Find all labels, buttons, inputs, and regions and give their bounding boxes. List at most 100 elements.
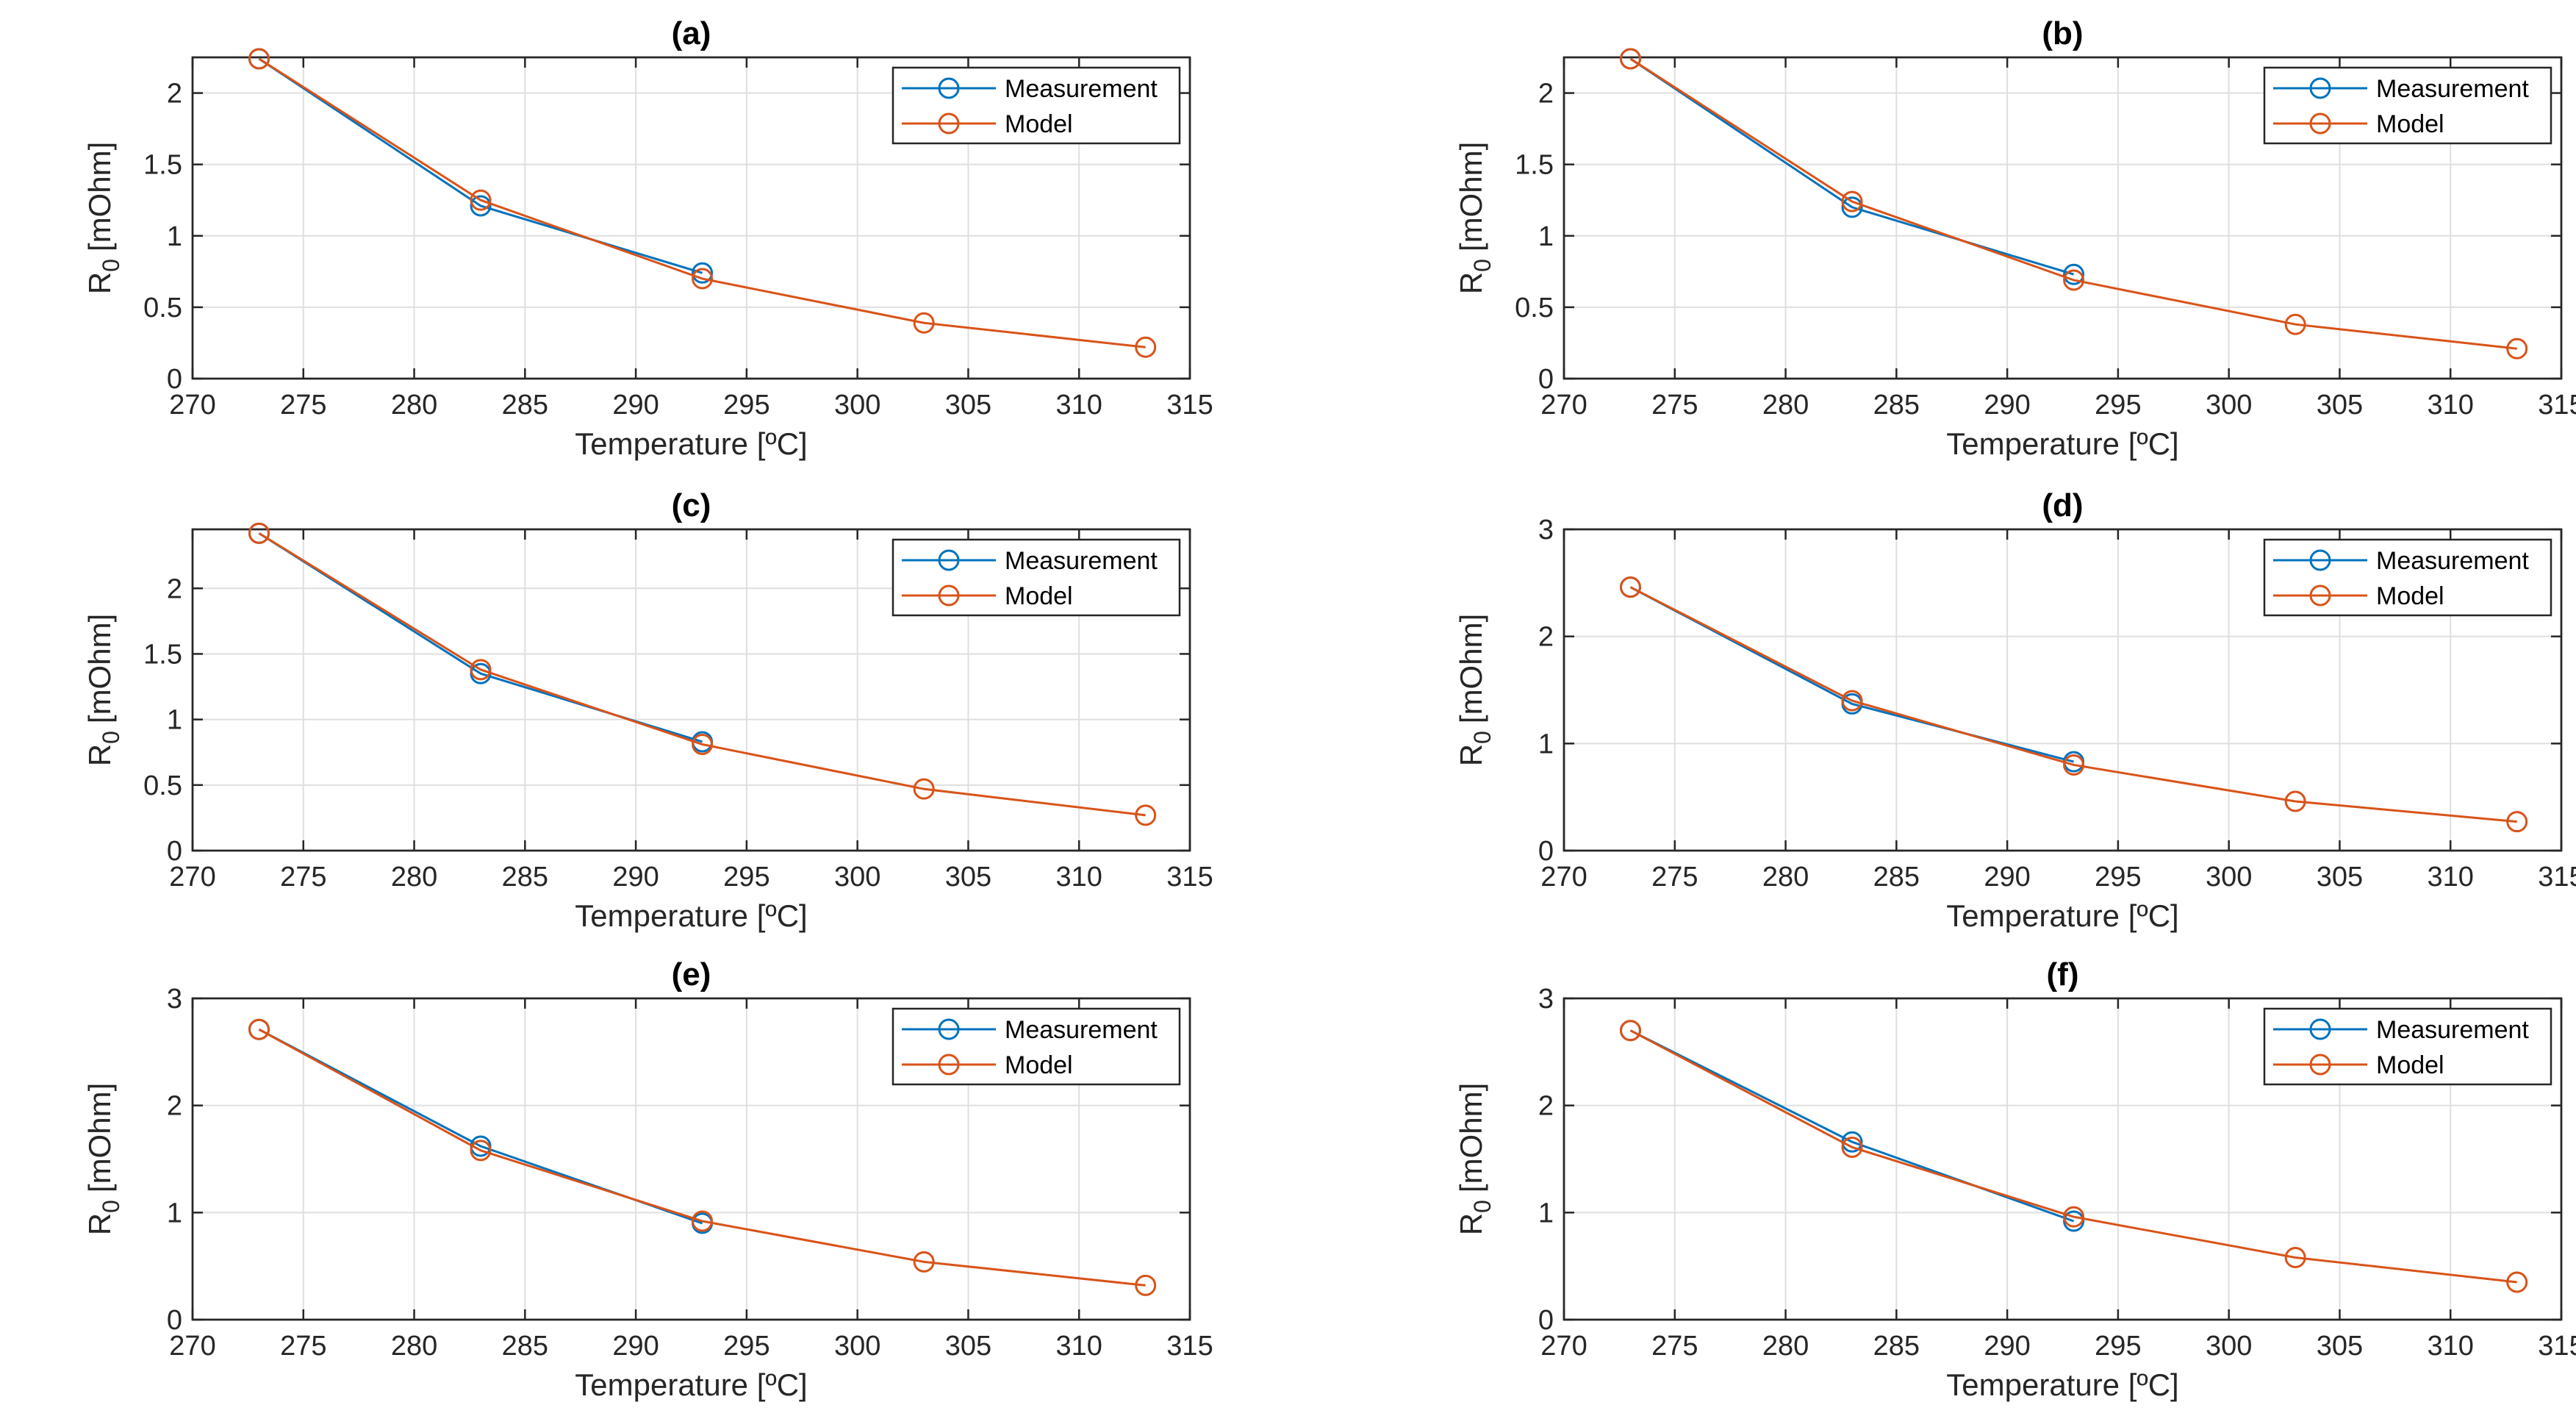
x-tick-label: 275 <box>1651 862 1698 893</box>
data-point <box>1619 48 1641 70</box>
x-tick-label: 310 <box>1056 390 1102 421</box>
legend-marker <box>938 1018 960 1040</box>
legend-label: Measurement <box>1005 75 1158 103</box>
x-tick-label: 305 <box>2317 862 2363 893</box>
y-axis-label-subscript: 0 <box>98 1200 124 1213</box>
x-tick-label: 275 <box>280 1331 326 1362</box>
x-tick-label: 315 <box>2538 390 2576 421</box>
legend: Measurement Model <box>2263 66 2552 145</box>
x-tick-label: 295 <box>723 862 769 893</box>
chart-title: (c) <box>672 487 711 523</box>
x-tick-label: 295 <box>723 390 769 421</box>
y-tick-label: 0 <box>167 364 182 395</box>
series-line <box>1629 586 2517 823</box>
y-tick-label: 0 <box>167 1305 182 1336</box>
series-model <box>248 522 1157 826</box>
y-tick-label: 1 <box>1538 729 1554 759</box>
y-axis-label: R0 [mOhm] <box>1454 614 1496 766</box>
x-tick-label: 300 <box>834 390 880 421</box>
y-tick-label: 1 <box>1538 221 1554 252</box>
legend-label: Measurement <box>1005 1016 1158 1044</box>
y-tick-label: 1 <box>167 221 182 252</box>
x-tick-label: 280 <box>1762 390 1809 421</box>
series-line <box>1629 1029 2517 1284</box>
chart-title: (e) <box>672 956 711 993</box>
legend-box <box>2263 538 2552 617</box>
x-tick-label: 285 <box>502 862 548 893</box>
x-tick-label: 315 <box>2538 862 2576 893</box>
y-tick-label: 1 <box>167 1198 182 1228</box>
x-tick-label: 290 <box>1984 390 2030 421</box>
data-point <box>2063 754 2085 776</box>
y-tick-label: 1.5 <box>143 639 182 670</box>
x-tick-label: 300 <box>2206 1331 2252 1362</box>
y-axis-label: R0 [mOhm] <box>82 614 124 766</box>
data-point <box>248 48 270 70</box>
data-point <box>913 1251 935 1273</box>
data-point <box>913 312 935 334</box>
y-tick-label: 0.5 <box>1515 293 1554 323</box>
legend-marker <box>2309 549 2331 571</box>
legend-box <box>2263 66 2552 145</box>
plot-border <box>1563 56 2563 380</box>
data-point <box>2284 1247 2306 1269</box>
x-tick-label: 315 <box>1166 862 1213 893</box>
y-axis-label: R0 [mOhm] <box>82 142 124 294</box>
plot-border <box>191 997 1191 1321</box>
x-tick-label: 300 <box>834 862 880 893</box>
legend-label: Model <box>2376 1051 2444 1079</box>
x-tick-label: 315 <box>1166 390 1213 421</box>
panel-a: 270 275 280 285 290 295 300 305 310 315 0 0.5 1 1.5 2 (… <box>82 15 1213 461</box>
series-model <box>1619 576 2528 833</box>
y-tick-label: 2 <box>1538 1091 1554 1122</box>
x-tick-label: 310 <box>2428 862 2474 893</box>
x-tick-label: 275 <box>1651 1331 1698 1362</box>
x-axis-label: Temperature [ºC] <box>575 898 807 933</box>
x-tick-label: 290 <box>612 1331 659 1362</box>
y-tick-label: 0 <box>1538 1305 1554 1336</box>
data-point <box>1841 690 1863 712</box>
legend-label: Measurement <box>2376 1016 2529 1044</box>
legend-marker <box>938 584 960 607</box>
x-tick-label: 270 <box>169 390 215 421</box>
series-line <box>1629 57 2075 276</box>
y-tick-label: 2 <box>1538 79 1554 110</box>
data-point <box>2063 269 2085 291</box>
data-point <box>692 268 714 290</box>
y-axis-label: R0 [mOhm] <box>82 1083 124 1235</box>
data-point <box>913 778 935 800</box>
data-point <box>2506 811 2528 833</box>
data-point <box>1841 1136 1863 1158</box>
data-point <box>1841 190 1863 212</box>
y-tick-label: 0 <box>167 836 182 867</box>
y-axis-label-unit: [mOhm] <box>82 614 117 723</box>
y-tick-label: 2 <box>167 79 182 110</box>
y-axis-label-unit: [mOhm] <box>1454 1083 1488 1192</box>
x-axis-label: Temperature [ºC] <box>575 426 807 461</box>
y-tick-label: 0 <box>1538 364 1554 395</box>
x-tick-label: 305 <box>945 1331 991 1362</box>
data-point <box>248 522 270 544</box>
x-tick-label: 280 <box>1762 1331 1809 1362</box>
chart-title: (b) <box>2042 15 2083 51</box>
x-tick-label: 310 <box>2428 1331 2474 1362</box>
legend: Measurement Model <box>2263 1007 2552 1086</box>
x-tick-label: 290 <box>1984 1331 2030 1362</box>
legend: Measurement Model <box>891 538 1181 617</box>
series-model <box>1619 48 2528 360</box>
series-line <box>258 57 703 274</box>
data-point <box>470 195 492 217</box>
y-axis-label-unit: [mOhm] <box>82 1083 117 1192</box>
y-axis-label-symbol: R <box>82 272 117 294</box>
y-tick-label: 0 <box>1538 836 1554 867</box>
y-axis-label-subscript: 0 <box>1469 1200 1496 1213</box>
x-tick-label: 285 <box>1873 862 1920 893</box>
series-model <box>1619 1020 2528 1293</box>
panel-b: 270 275 280 285 290 295 300 305 310 315 0 0.5 1 1.5 2 (… <box>1454 15 2576 461</box>
data-point <box>1619 576 1641 598</box>
legend: Measurement Model <box>891 1007 1181 1086</box>
y-tick-label: 3 <box>1538 515 1554 546</box>
x-tick-label: 305 <box>2317 390 2363 421</box>
legend-box <box>891 66 1181 145</box>
